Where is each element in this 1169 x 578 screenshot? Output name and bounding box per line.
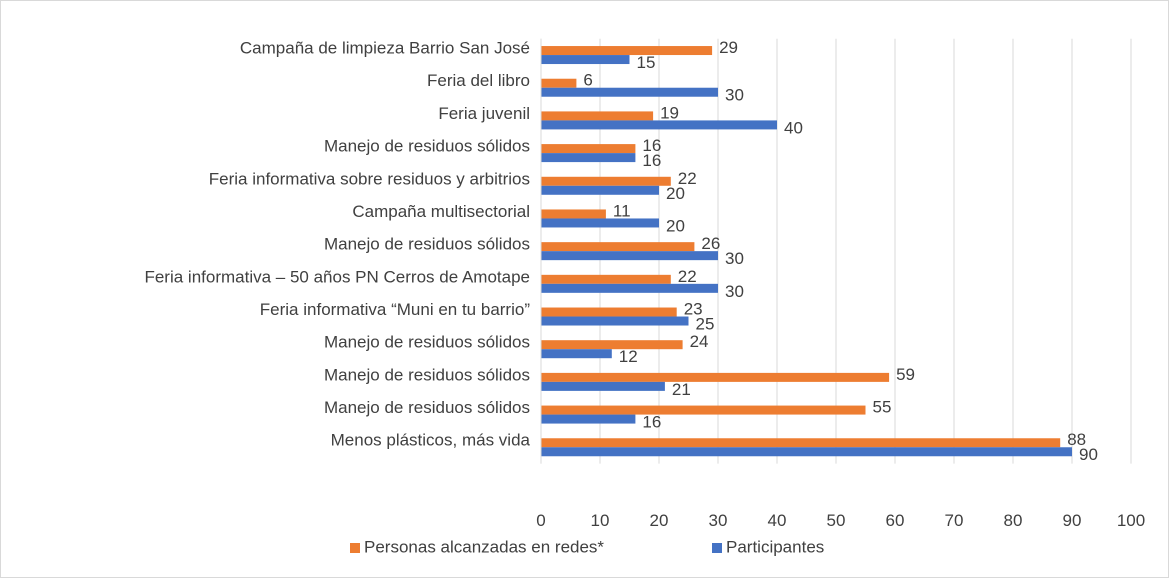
data-label: 24 <box>690 332 709 351</box>
legend-swatch <box>350 543 360 553</box>
x-tick-label: 40 <box>768 511 787 530</box>
bar <box>541 405 866 415</box>
legend-swatch <box>712 543 722 553</box>
x-tick-label: 20 <box>650 511 669 530</box>
data-label: 88 <box>1067 430 1086 449</box>
bar <box>541 218 659 228</box>
data-label: 30 <box>725 249 744 268</box>
data-label: 90 <box>1079 445 1098 464</box>
data-label: 20 <box>666 184 685 203</box>
bar <box>541 349 612 359</box>
data-label: 23 <box>684 300 703 319</box>
data-label: 16 <box>642 151 661 170</box>
data-label: 19 <box>660 103 679 122</box>
bar <box>541 340 683 350</box>
bar <box>541 251 718 261</box>
data-label: 29 <box>719 38 738 57</box>
bar <box>541 381 665 391</box>
x-tick-label: 50 <box>827 511 846 530</box>
x-tick-label: 10 <box>591 511 610 530</box>
bar <box>541 78 577 88</box>
bar <box>541 46 713 56</box>
data-label: 55 <box>873 398 892 417</box>
bar <box>541 87 718 97</box>
data-label: 30 <box>725 282 744 301</box>
y-tick-label: Campaña de limpieza Barrio San José <box>240 39 530 58</box>
y-tick-label: Manejo de residuos sólidos <box>324 235 530 254</box>
data-label: 16 <box>642 136 661 155</box>
y-tick-label: Feria del libro <box>427 71 530 90</box>
bar <box>541 274 671 284</box>
legend-label: Personas alcanzadas en redes* <box>364 537 604 556</box>
data-label: 16 <box>642 413 661 432</box>
bar <box>541 55 630 65</box>
bar <box>541 185 659 195</box>
data-label: 59 <box>896 365 915 384</box>
data-label: 22 <box>678 267 697 286</box>
data-label: 30 <box>725 86 744 105</box>
bar <box>541 176 671 186</box>
x-tick-label: 70 <box>945 511 964 530</box>
data-label: 26 <box>701 234 720 253</box>
bar <box>541 242 695 252</box>
x-tick-label: 0 <box>536 511 545 530</box>
data-label: 21 <box>672 380 691 399</box>
y-tick-label: Feria informativa – 50 años PN Cerros de… <box>144 267 530 286</box>
bar <box>541 438 1061 448</box>
bar <box>541 447 1072 457</box>
data-label: 25 <box>696 315 715 334</box>
data-label: 11 <box>613 201 631 220</box>
y-tick-label: Manejo de residuos sólidos <box>324 137 530 156</box>
y-tick-label: Feria juvenil <box>438 104 530 123</box>
bar <box>541 144 636 154</box>
legend-label: Participantes <box>726 537 824 556</box>
bar <box>541 316 689 326</box>
data-label: 15 <box>637 53 656 72</box>
bar <box>541 283 718 293</box>
y-tick-label: Manejo de residuos sólidos <box>324 333 530 352</box>
data-label: 12 <box>619 347 638 366</box>
x-tick-label: 80 <box>1004 511 1023 530</box>
data-label: 40 <box>784 118 803 137</box>
y-tick-label: Feria informativa “Muni en tu barrio” <box>260 300 531 319</box>
data-label: 20 <box>666 216 685 235</box>
y-tick-label: Menos plásticos, más vida <box>331 431 531 450</box>
x-tick-label: 30 <box>709 511 728 530</box>
x-tick-label: 100 <box>1117 511 1145 530</box>
y-tick-label: Feria informativa sobre residuos y arbit… <box>209 169 530 188</box>
data-label: 22 <box>678 169 697 188</box>
bar <box>541 111 654 121</box>
data-label: 6 <box>583 71 592 90</box>
bar <box>541 209 606 219</box>
y-tick-label: Manejo de residuos sólidos <box>324 365 530 384</box>
x-tick-label: 90 <box>1063 511 1082 530</box>
y-tick-label: Campaña multisectorial <box>352 202 530 221</box>
bar <box>541 372 890 382</box>
bar <box>541 153 636 163</box>
bar <box>541 120 777 130</box>
bar <box>541 307 677 317</box>
y-tick-label: Manejo de residuos sólidos <box>324 398 530 417</box>
x-tick-label: 60 <box>886 511 905 530</box>
bar <box>541 414 636 424</box>
